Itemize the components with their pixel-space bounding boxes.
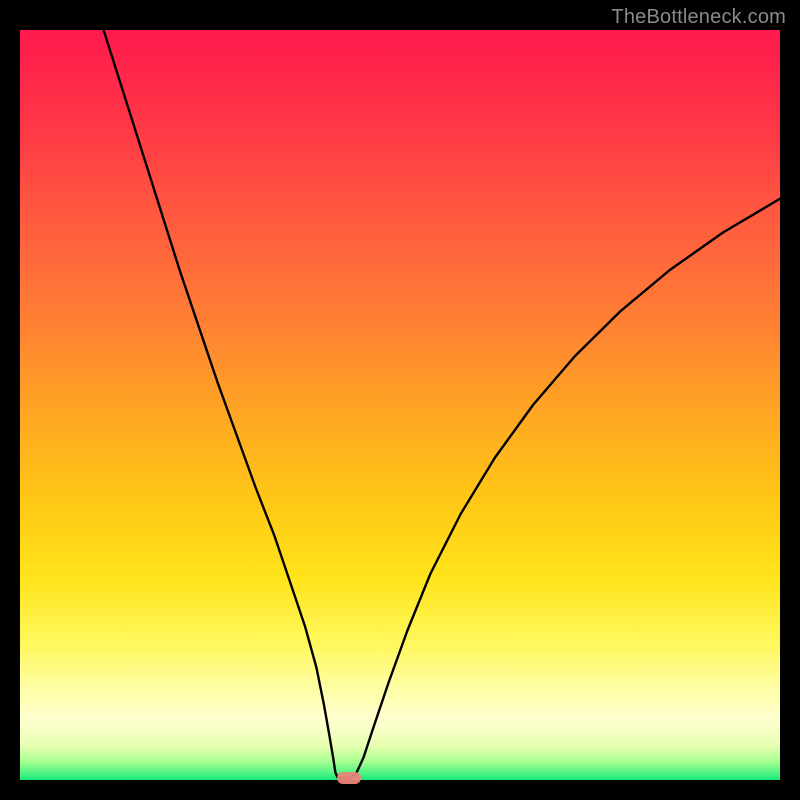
plot-area (20, 30, 780, 780)
plot-frame (20, 30, 780, 780)
watermark-text: TheBottleneck.com (611, 6, 786, 29)
optimal-point-marker (337, 772, 361, 784)
bottleneck-curve (20, 30, 780, 780)
